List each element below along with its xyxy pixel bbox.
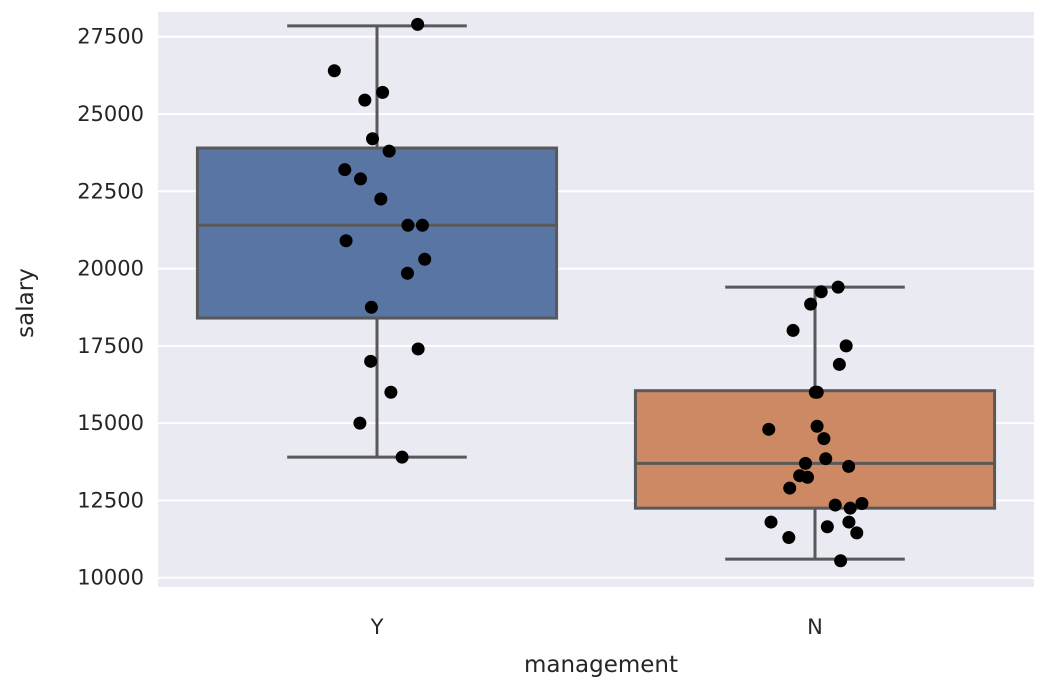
strip-point (828, 498, 842, 512)
box-group (195, 24, 559, 459)
y-tick-label: 12500 (77, 488, 144, 512)
strip-points (327, 17, 869, 568)
strip-point (850, 526, 864, 540)
strip-point (820, 520, 834, 534)
strip-point (786, 323, 800, 337)
strip-point (831, 280, 845, 294)
strip-point (364, 300, 378, 314)
strip-point (418, 252, 432, 266)
box-iqr (195, 146, 559, 320)
strip-point (810, 419, 824, 433)
y-tick-label: 22500 (77, 179, 144, 203)
strip-point (804, 297, 818, 311)
strip-point (339, 234, 353, 248)
strip-point (354, 172, 368, 186)
strip-point (382, 144, 396, 158)
box-group (633, 285, 997, 561)
strip-point (801, 470, 815, 484)
y-axis-ticks: 10000 12500 15000 17500 20000 22500 25000 27500 (77, 25, 144, 590)
y-tick-label: 15000 (77, 411, 144, 435)
strip-point (817, 432, 831, 446)
y-tick-label: 20000 (77, 257, 144, 281)
strip-point (411, 342, 425, 356)
strip-point (366, 132, 380, 146)
x-tick-label: Y (370, 615, 384, 639)
strip-point (783, 481, 797, 495)
x-tick-label: N (807, 615, 823, 639)
strip-point (364, 354, 378, 368)
strip-point (327, 64, 341, 78)
strip-point (764, 515, 778, 529)
strip-point (782, 531, 796, 545)
y-tick-label: 10000 (77, 566, 144, 590)
strip-point (400, 266, 414, 280)
strip-point (798, 456, 812, 470)
strip-point (762, 422, 776, 436)
strip-point (411, 17, 425, 31)
strip-point (353, 416, 367, 430)
strip-point (358, 93, 372, 107)
strip-point (819, 452, 833, 466)
box-iqr (633, 389, 997, 510)
strip-point (810, 385, 824, 399)
strip-point (376, 85, 390, 99)
strip-point (374, 192, 388, 206)
y-axis-label: salary (13, 268, 39, 338)
strip-point (415, 218, 429, 232)
y-tick-label: 27500 (77, 25, 144, 49)
boxes (195, 24, 997, 561)
strip-point (384, 385, 398, 399)
strip-point (855, 497, 869, 511)
strip-point (338, 163, 352, 177)
x-axis-label: management (524, 652, 678, 678)
strip-point (842, 459, 856, 473)
strip-point (401, 218, 415, 232)
y-tick-label: 17500 (77, 334, 144, 358)
strip-point (839, 339, 853, 353)
strip-point (814, 285, 828, 299)
strip-point (834, 554, 848, 568)
strip-point (832, 357, 846, 371)
y-tick-label: 25000 (77, 102, 144, 126)
strip-point (395, 450, 409, 464)
grid-lines (158, 35, 1034, 579)
strip-point (842, 515, 856, 529)
strip-point (843, 501, 857, 515)
